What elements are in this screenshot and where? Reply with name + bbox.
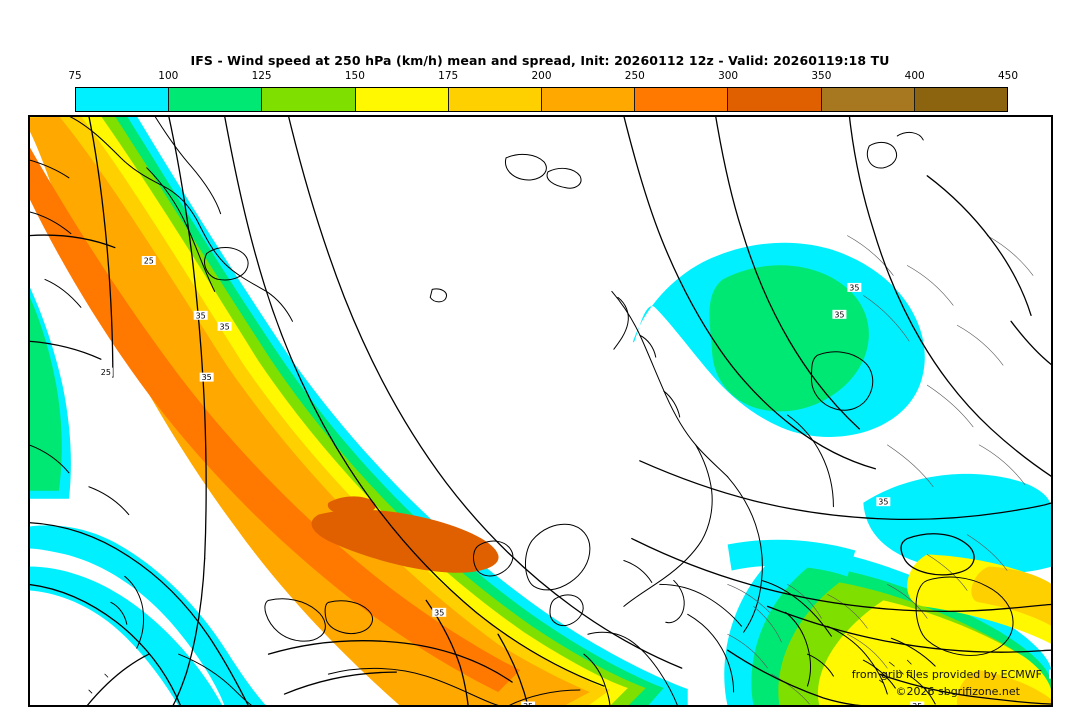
fill-band-300: [311, 509, 499, 573]
contour-label-35-2: 35: [220, 322, 230, 331]
spread-contours: [29, 116, 1052, 706]
colorbar-tick-75: 75: [68, 70, 82, 82]
fill-band-nw-green: [29, 295, 62, 491]
fill-band-med-cyan-strip: [727, 539, 856, 577]
colorbar-band-125: [262, 88, 356, 111]
colorbar-tick-150: 150: [344, 70, 365, 82]
contour-label-bg: [521, 701, 536, 706]
fill-band-nordic-green: [709, 265, 869, 412]
coastlines: [29, 116, 1034, 706]
contour-label-bg: [432, 607, 447, 617]
colorbar-band-400: [914, 88, 1008, 111]
colorbar-tick-450: 450: [997, 70, 1019, 82]
colorbar-band-350: [821, 88, 915, 111]
colorbar-tick-400: 400: [904, 70, 925, 82]
colorbar-band-200: [542, 88, 636, 111]
contour-label-bg: [141, 256, 156, 265]
colorbar-tick-250: 250: [624, 70, 645, 82]
contour-label-35-8: 35: [849, 283, 859, 292]
contour-label-25-4: 25: [101, 368, 111, 377]
colorbar-band-250: [635, 88, 729, 111]
contour-label-bg: [910, 701, 925, 706]
fill-band-med-lorange: [971, 566, 1052, 627]
colorbar-legend: 75 100 125 150 175 200 250 300 350 400 450: [68, 70, 1018, 114]
colorbar-band-100: [169, 88, 263, 111]
colorbar-bands: [75, 87, 1008, 112]
fill-band-175: [29, 116, 610, 706]
contour-label-bg: [217, 321, 232, 331]
fill-band-sw-cyan-b: [29, 566, 223, 706]
colorbar-tick-labels: 75 100 125 150 175 200 250 300 350 400 450: [68, 70, 1018, 86]
colorbar-tick-350: 350: [811, 70, 832, 82]
colorbar-band-150: [355, 88, 449, 111]
fill-band-300-b: [327, 496, 376, 516]
contour-label-bg: [847, 282, 862, 292]
colorbar-tick-200: 200: [531, 70, 552, 82]
page-title: IFS - Wind speed at 250 hPa (km/h) mean …: [190, 53, 890, 68]
contour-label-35-3: 35: [202, 373, 212, 382]
colorbar-band-300: [728, 88, 822, 111]
fill-band-sw-cyan: [29, 525, 267, 706]
contour-label-35-5: 35: [434, 608, 444, 617]
contour-label-bg: [199, 372, 214, 382]
colorbar-band-175: [448, 88, 543, 111]
contour-label-35-9: 35: [878, 498, 888, 507]
map-canvas[interactable]: 2535353525353535353535253535 from grib f…: [28, 115, 1053, 707]
colorbar-tick-300: 300: [718, 70, 739, 82]
contour-label-bg: [193, 310, 208, 320]
contour-label-35-7: 35: [834, 310, 844, 319]
fill-band-baltic-cyan: [863, 473, 1052, 574]
contour-label-bg: [98, 367, 113, 377]
contour-label-bg: [1049, 669, 1052, 679]
contour-label-25-0: 25: [144, 257, 154, 266]
map-plot: 2535353525353535353535253535: [29, 116, 1052, 706]
contour-label-35-1: 35: [196, 311, 206, 320]
colorbar-tick-175: 175: [438, 70, 459, 82]
colorbar-band-75: [76, 88, 170, 111]
colorbar-tick-100: 100: [158, 70, 179, 82]
contour-label-35-12: 35: [912, 702, 922, 706]
colorbar-tick-125: 125: [251, 70, 272, 82]
fill-band-200: [29, 116, 590, 706]
contour-label-bg: [876, 497, 891, 507]
contour-label-35-6: 35: [523, 702, 533, 706]
contour-label-bg: [832, 309, 847, 319]
